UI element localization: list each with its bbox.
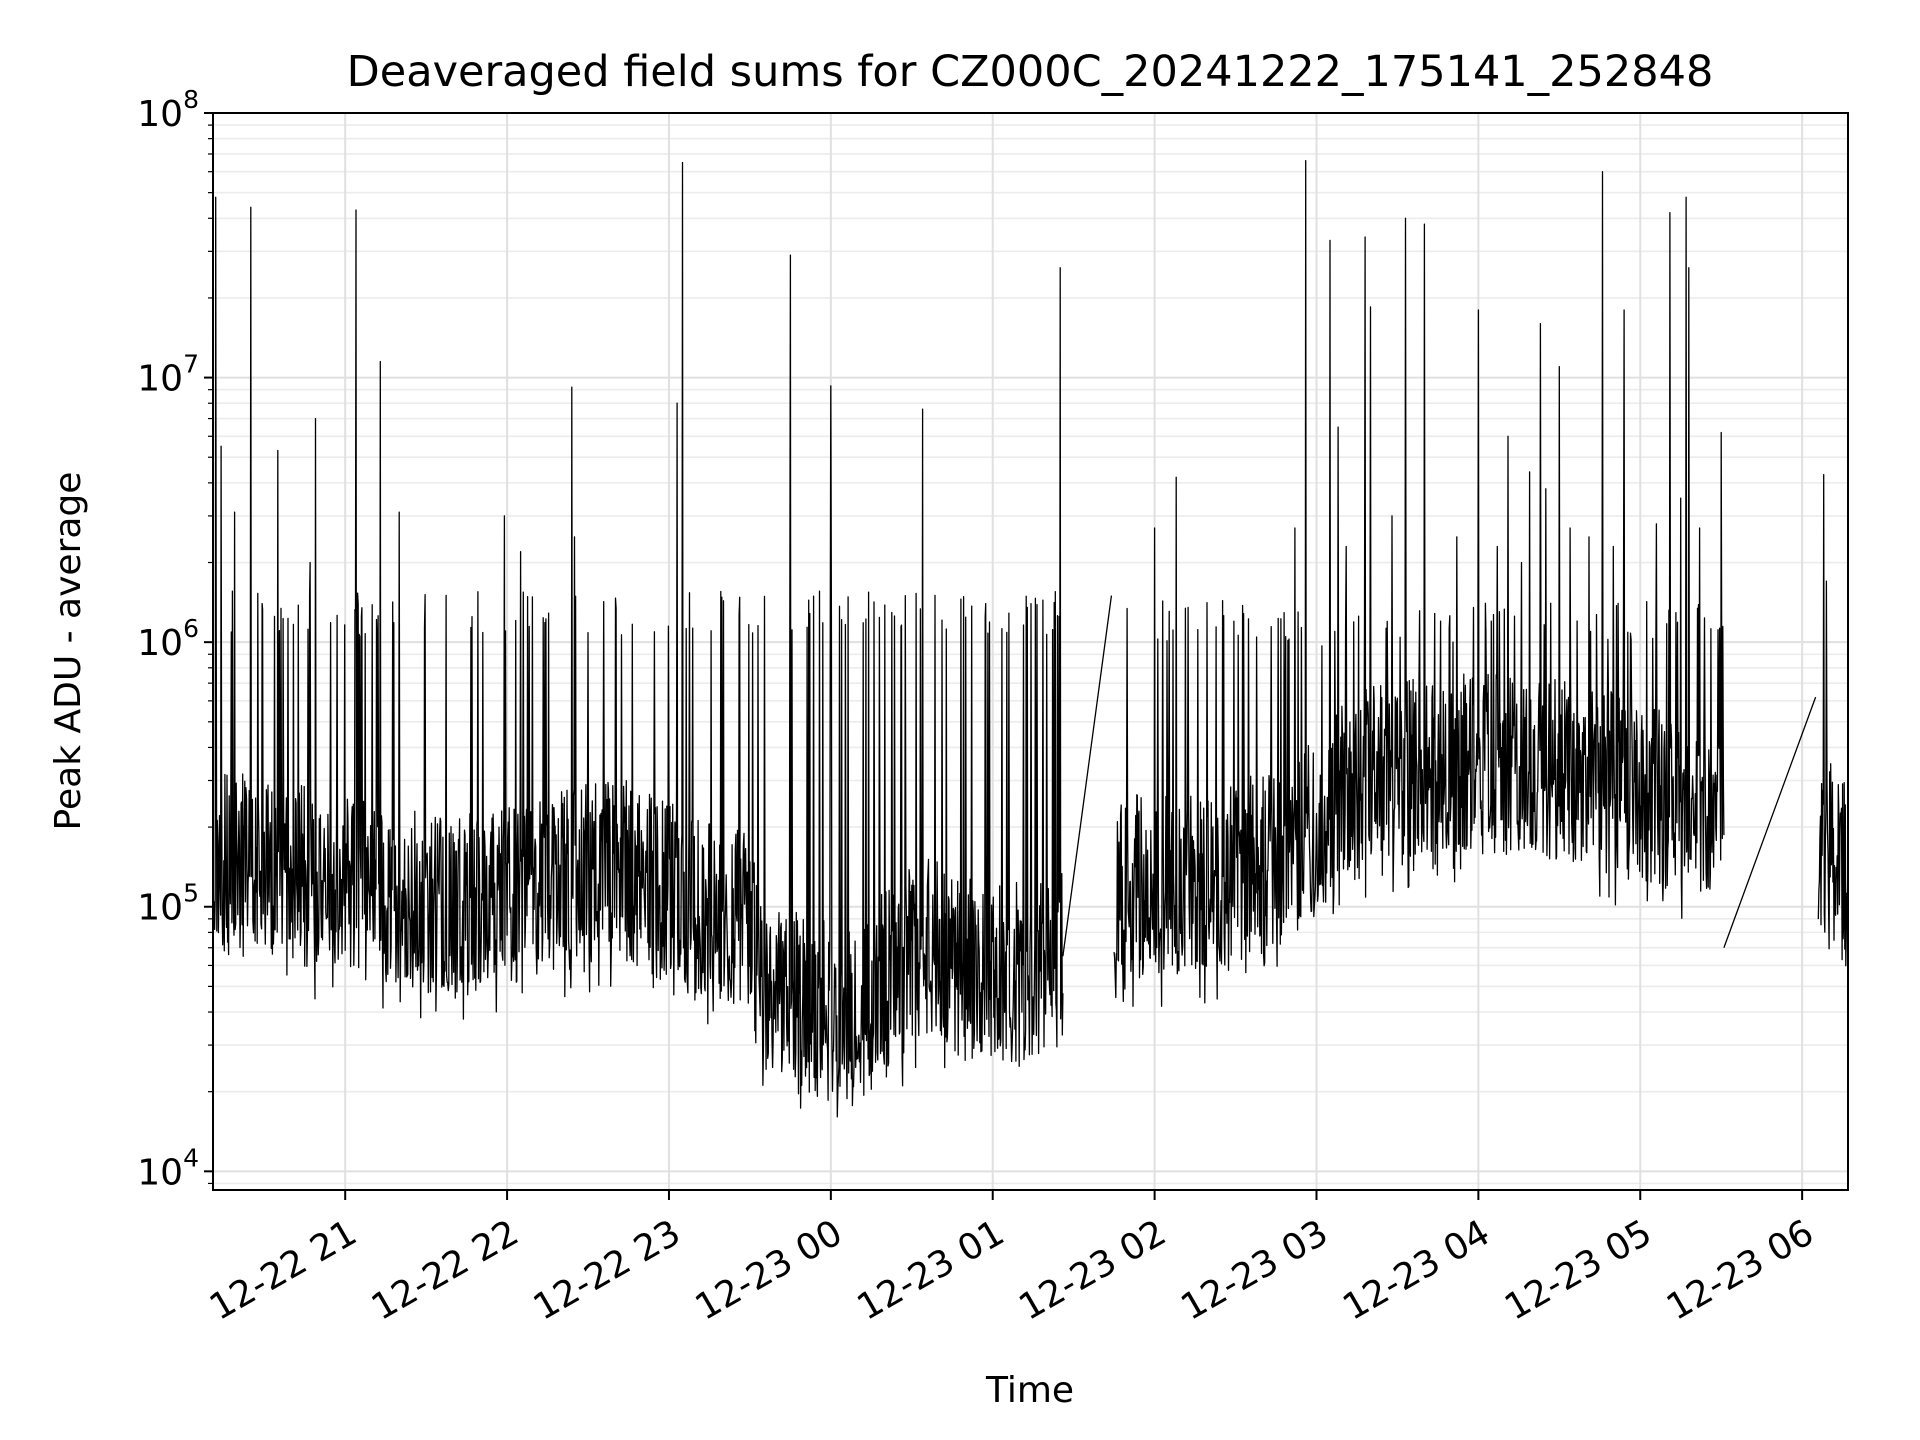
data-series bbox=[212, 160, 1849, 1118]
y-axis: 104 105 106 107 108 bbox=[137, 85, 213, 1193]
y-tick-label: 104 bbox=[137, 1143, 199, 1193]
y-tick-label: 105 bbox=[137, 879, 199, 929]
x-axis-label: Time bbox=[985, 1370, 1074, 1411]
series-gap-bridge-1 bbox=[1062, 595, 1113, 957]
y-tick-label: 107 bbox=[137, 350, 199, 400]
series-gap-bridge-2 bbox=[1723, 696, 1817, 948]
series-segment-3 bbox=[1817, 473, 1849, 967]
y-tick-label: 106 bbox=[137, 614, 199, 664]
series-segment-2 bbox=[1113, 160, 1725, 1007]
y-axis-label: Peak ADU - average bbox=[48, 472, 89, 831]
series-segment-1 bbox=[212, 161, 1064, 1118]
y-tick-label: 108 bbox=[137, 85, 199, 135]
chart-title: Deaveraged field sums for CZ000C_2024122… bbox=[347, 47, 1714, 97]
plot-frame bbox=[212, 112, 1849, 1191]
